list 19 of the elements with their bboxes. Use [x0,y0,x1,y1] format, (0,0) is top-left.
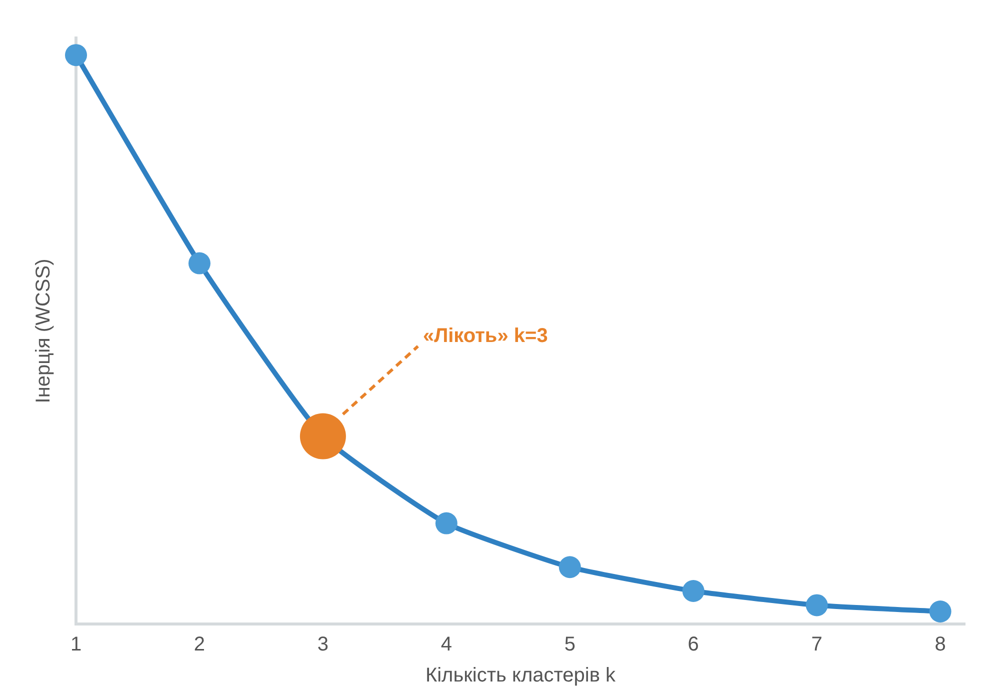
point [929,600,952,622]
point [435,512,458,534]
x-tick-label: 4 [440,634,452,656]
x-axis-title: Кількість кластерів k [425,664,617,687]
x-tick-label: 8 [934,634,946,656]
point [558,556,581,578]
point [65,44,87,66]
x-tick-label: 6 [688,634,699,656]
annotation: «Лікоть» k=3 [422,324,548,347]
point [806,594,828,616]
x-tick-label: 7 [811,634,822,656]
x-tick-label: 2 [194,634,206,656]
point [300,413,346,460]
x-tick-label: 5 [564,634,576,656]
x-tick-label: 1 [70,634,82,656]
y-axis-title: Інерція (WCSS) [32,258,55,404]
x-tick-label: 3 [317,634,329,656]
point [188,252,210,274]
point [682,580,704,602]
